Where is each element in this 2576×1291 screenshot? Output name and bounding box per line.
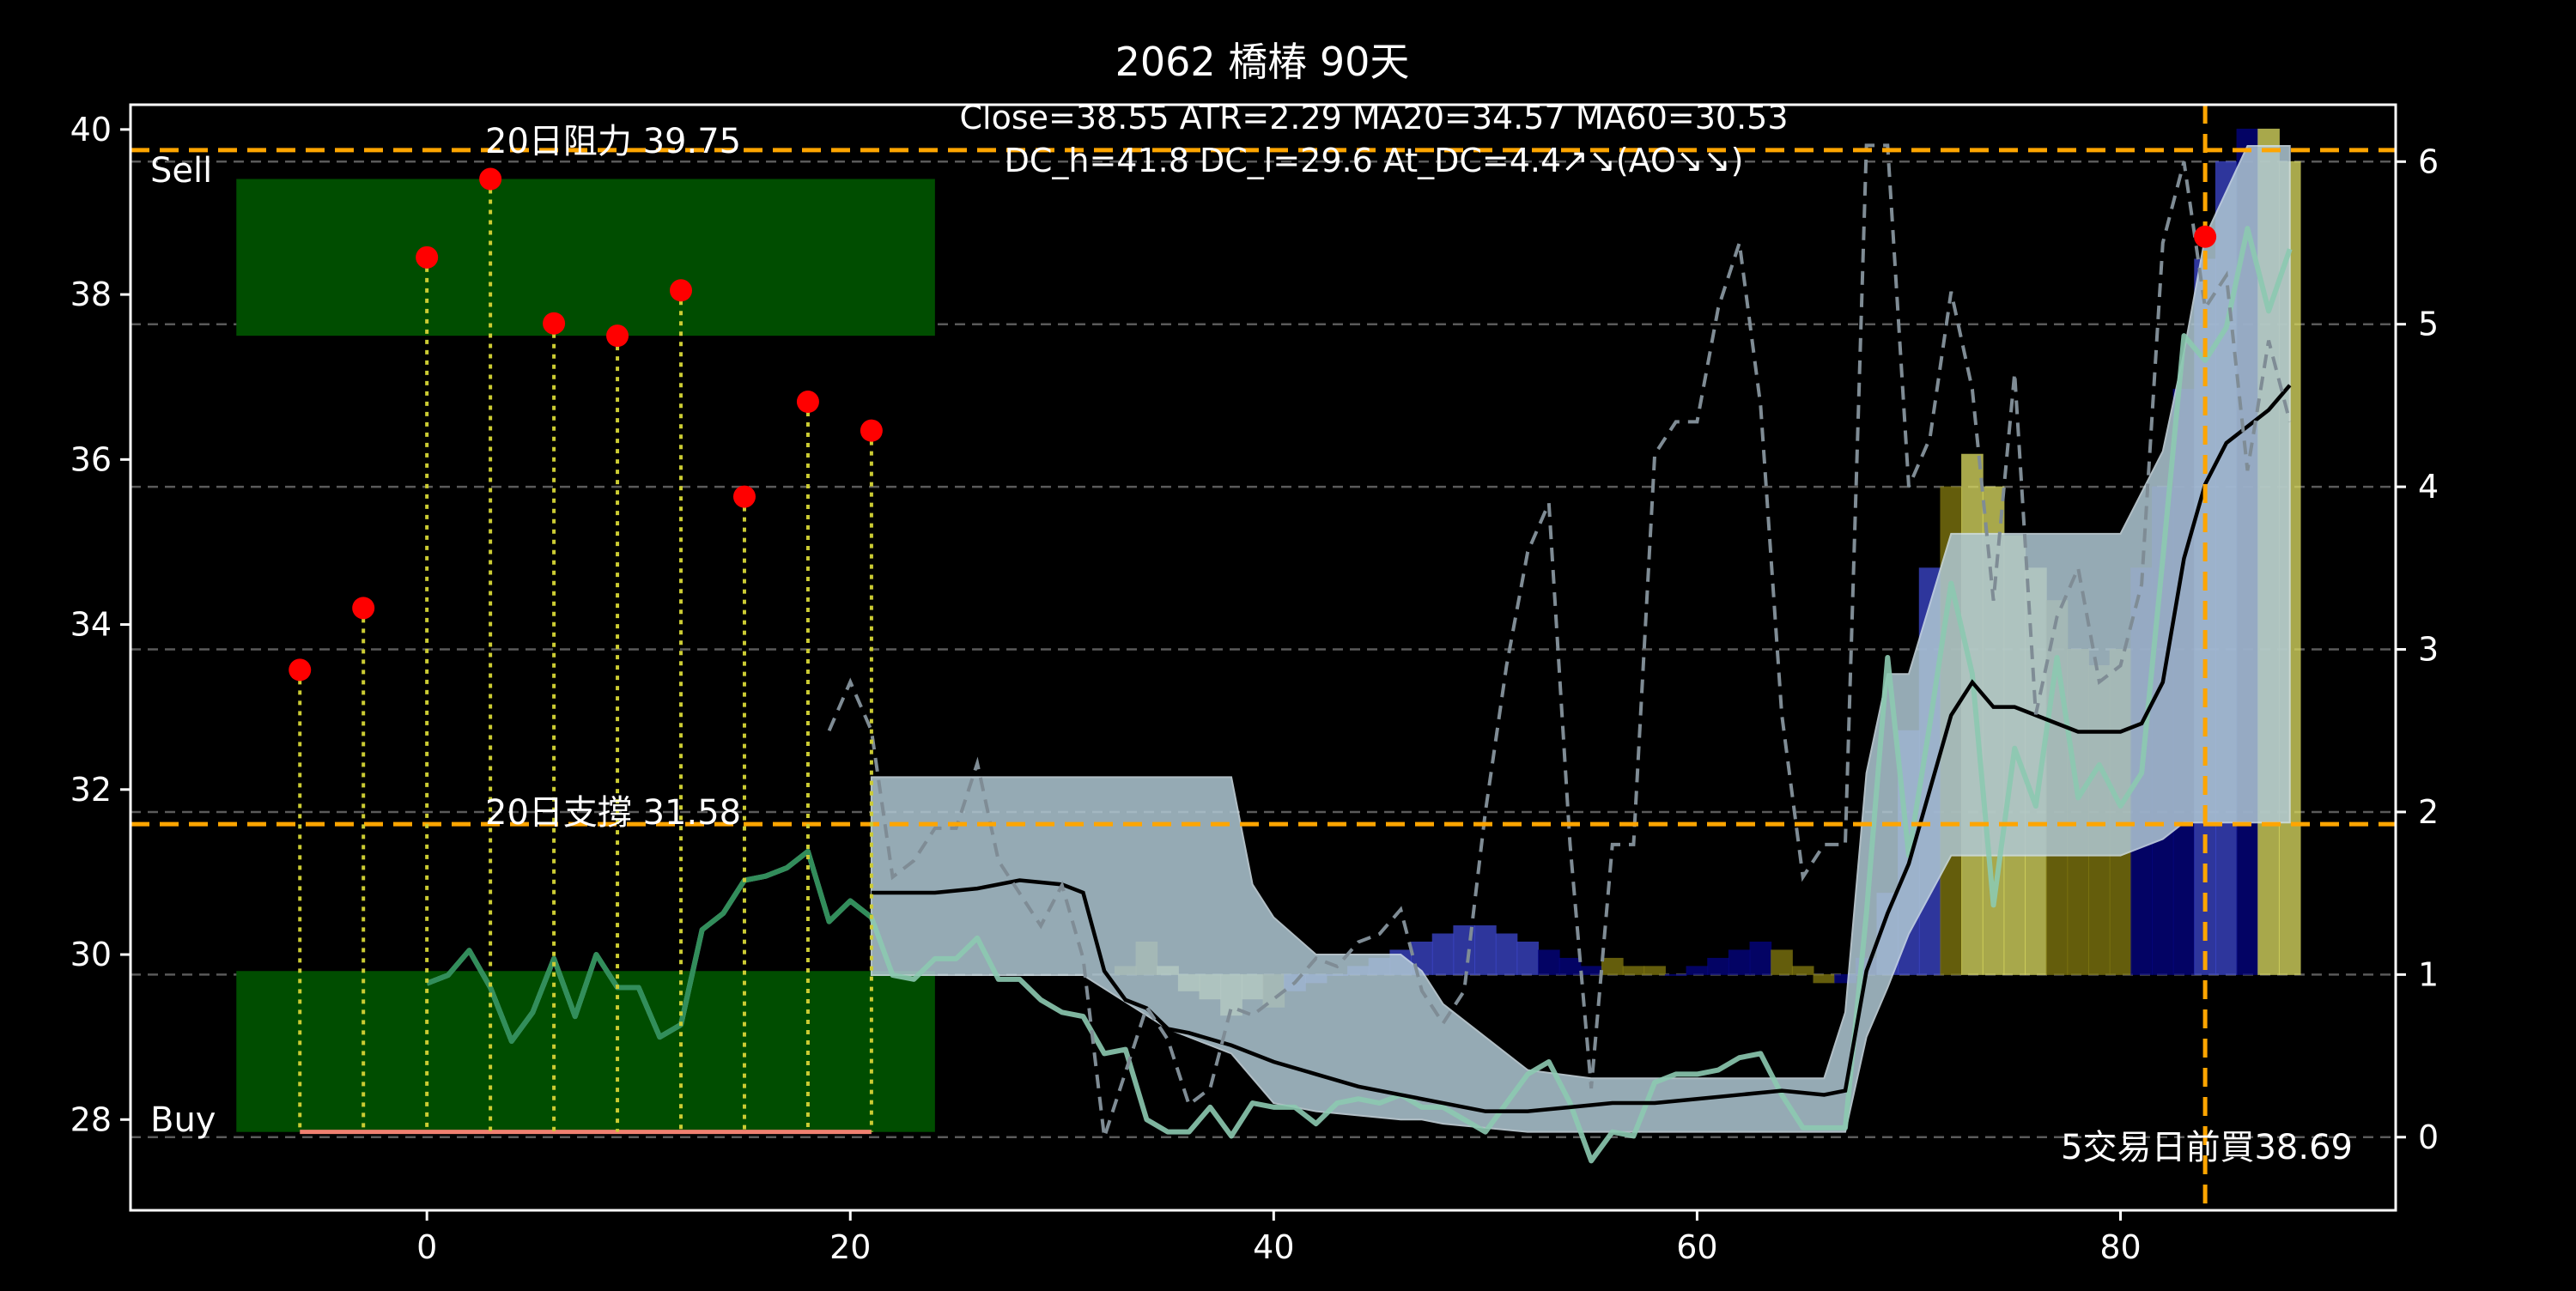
y-tick-label: 34 <box>70 606 112 644</box>
y2-tick-label: 2 <box>2418 793 2439 831</box>
histogram-bar <box>1643 966 1666 975</box>
x-tick-label: 20 <box>829 1228 871 1266</box>
info-line-2: DC_h=41.8 DC_l=29.6 At_DC=4.4↗↘(AO↘↘) <box>1005 142 1744 179</box>
histogram-bar <box>1580 966 1602 975</box>
pivot-dot <box>543 312 566 335</box>
y2-tick-label: 6 <box>2418 142 2439 180</box>
pivot-dot <box>732 485 756 508</box>
histogram-bar <box>1558 957 1582 975</box>
sell-zone <box>236 179 935 336</box>
info-line-1: Close=38.55 ATR=2.29 MA20=34.57 MA60=30.… <box>959 99 1788 136</box>
pivot-dot <box>606 324 629 348</box>
x-tick-label: 0 <box>416 1228 437 1266</box>
series-lines <box>426 143 2293 1164</box>
y2-tick-label: 5 <box>2418 306 2439 343</box>
x-tick-label: 60 <box>1676 1228 1717 1266</box>
channel-band-area <box>870 145 2291 1133</box>
pivot-dots <box>289 167 2217 682</box>
plot-frame <box>129 103 2397 1212</box>
chart-annotations: 2062 橋椿 90天 Close=38.55 ATR=2.29 MA20=34… <box>150 39 2353 1167</box>
histogram-bar <box>1813 973 1836 984</box>
pivot-dot <box>670 279 693 302</box>
y2-tick-label: 3 <box>2418 631 2439 669</box>
atr-line <box>827 143 2292 1138</box>
x-tick-label: 40 <box>1253 1228 1294 1266</box>
histogram-bar <box>1728 949 1751 975</box>
y-tick-label: 38 <box>70 276 112 313</box>
buy-zone-label: Buy <box>150 1100 216 1140</box>
y2-tick-label: 4 <box>2418 468 2439 506</box>
histogram-bar <box>1601 957 1624 975</box>
pivot-dot <box>352 597 375 620</box>
pivot-dot <box>479 167 502 191</box>
pivot-dot <box>2194 225 2217 248</box>
level-lines <box>131 105 2396 1210</box>
signal-zones <box>236 179 935 1132</box>
ma-line <box>871 384 2292 1113</box>
histogram-bar <box>1686 966 1709 975</box>
y-tick-label: 32 <box>70 771 112 809</box>
pivot-dot <box>289 658 312 682</box>
pivot-stems <box>298 179 873 1132</box>
x-tick-label: 80 <box>2099 1228 2141 1266</box>
histogram-bar <box>1431 933 1455 975</box>
y-tick-label: 36 <box>70 440 112 478</box>
pivot-dot <box>860 419 883 442</box>
y2-tick-label: 1 <box>2418 955 2439 993</box>
buy-marker-label: 5交易日前買38.69 <box>2061 1128 2353 1167</box>
y-tick-label: 28 <box>70 1100 112 1138</box>
y2-tick-label: 0 <box>2418 1118 2439 1156</box>
resistance-label: 20日阻力 39.75 <box>485 122 741 161</box>
histogram-bar <box>1771 949 1793 975</box>
pivot-dot <box>416 245 439 269</box>
channel-band <box>870 145 2291 1133</box>
histogram-bar <box>1516 941 1540 975</box>
histogram-bar <box>1749 941 1772 975</box>
histogram-bar <box>1707 957 1729 975</box>
histogram-bar <box>1664 973 1687 976</box>
y-tick-label: 30 <box>70 936 112 973</box>
support-label: 20日支撐 31.58 <box>485 793 741 833</box>
price-line-early <box>426 848 873 1044</box>
histogram-bar <box>1791 966 1814 975</box>
chart-title: 2062 橋椿 90天 <box>1115 39 1410 85</box>
histogram-bar <box>1622 966 1645 975</box>
y-tick-label: 40 <box>70 111 112 148</box>
histogram-bar <box>1474 925 1497 975</box>
buy-zone <box>236 971 935 1132</box>
sell-zone-label: Sell <box>150 151 212 191</box>
pivot-dot <box>796 391 819 414</box>
histogram-bar <box>1538 949 1560 975</box>
histogram-bar <box>1495 933 1518 975</box>
